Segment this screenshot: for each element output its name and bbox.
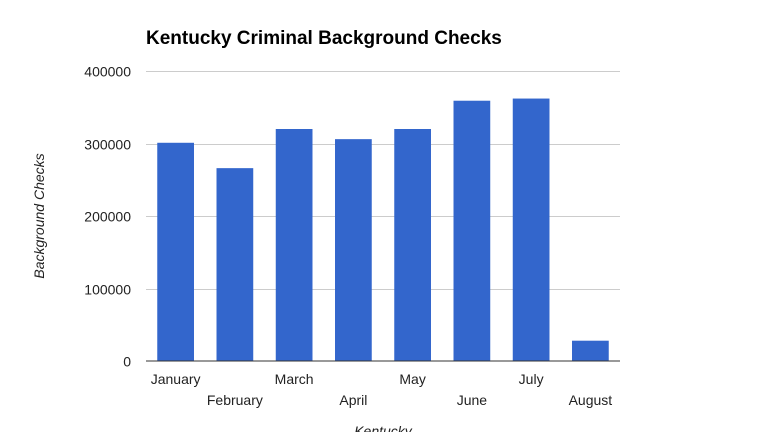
y-tick-label: 400000 [84, 64, 131, 80]
x-tick-label: July [519, 371, 544, 387]
y-tick-label: 100000 [84, 282, 131, 298]
x-tick-label: June [457, 392, 488, 408]
x-tick-label: January [151, 371, 201, 387]
x-tick-label: March [275, 371, 314, 387]
bar-august [572, 340, 609, 361]
bars [157, 98, 609, 362]
y-axis-title: Background Checks [31, 153, 47, 278]
x-tick-label: April [339, 392, 367, 408]
x-tick-label: May [399, 371, 425, 387]
bar-march [275, 129, 313, 361]
y-tick-label: 300000 [84, 137, 131, 153]
y-tick-label: 0 [123, 354, 131, 370]
x-axis-title: Kentucky [354, 423, 413, 432]
bar-april [335, 139, 372, 361]
x-tick-label: February [207, 392, 263, 408]
bar-may [394, 129, 431, 361]
bar-july [512, 98, 550, 362]
x-axis-tick-labels: January February March April May June July Augu… [151, 371, 613, 408]
y-tick-label: 200000 [84, 209, 131, 225]
bar-june [453, 100, 491, 361]
bar-february [216, 168, 254, 361]
x-tick-label: August [569, 392, 613, 408]
y-axis-tick-labels: 0 100000 200000 300000 400000 [84, 64, 131, 370]
bar-january [157, 142, 194, 361]
chart-title: Kentucky Criminal Background Checks [146, 28, 502, 49]
